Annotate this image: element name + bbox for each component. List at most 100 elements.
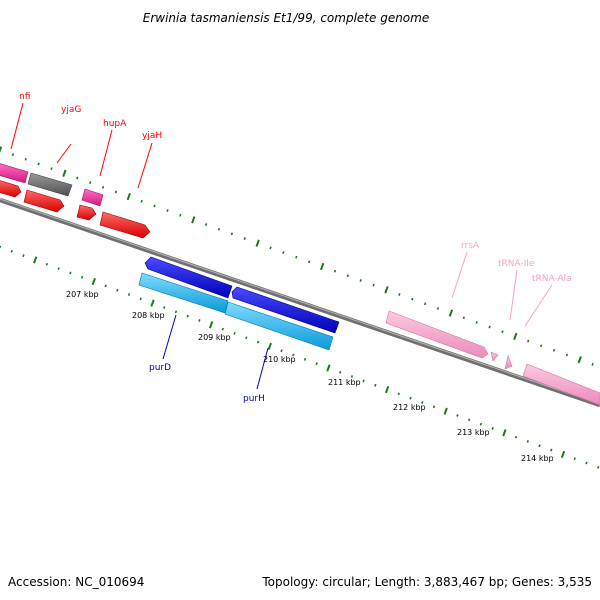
major-tick [448,309,454,317]
minor-tick [501,330,504,334]
minor-tick [243,237,246,240]
minor-tick [350,375,354,378]
minor-tick [468,418,471,422]
minor-tick [57,267,60,271]
genome-summary-text: Topology: circular; Length: 3,883,467 bp… [261,575,592,589]
minor-tick [527,339,530,343]
minor-tick [174,310,178,314]
minor-tick [153,204,156,208]
major-tick [577,356,582,364]
leader-purD [162,314,177,360]
leader-rrsA [451,251,468,299]
minor-tick [179,213,182,217]
scale-label: 213 kbp [457,428,490,437]
major-tick [150,299,155,307]
minor-tick [50,167,53,171]
minor-tick [76,176,79,180]
minor-tick [421,401,424,404]
label-purH: purH [243,394,265,404]
minor-tick [69,271,72,275]
minor-tick [346,274,350,278]
minor-tick [269,246,272,250]
label-tRNA-Ile: tRNA-Ile [498,259,535,269]
minor-tick [315,362,318,366]
minor-tick [432,405,436,409]
gene-blue-1 [144,256,233,299]
scale-label: 208 kbp [132,311,165,320]
minor-tick [230,232,234,236]
major-tick [384,286,389,294]
leader-nfi [10,102,24,150]
scale-label: 214 kbp [521,454,554,463]
minor-tick [398,293,401,296]
scale-label: 211 kbp [328,378,361,387]
outer-tick-row [0,146,594,366]
minor-tick [166,209,169,212]
minor-tick [140,199,143,203]
minor-tick [333,269,337,273]
major-tick [33,256,38,264]
minor-tick [104,284,107,288]
minor-tick [591,362,594,366]
minor-tick [303,357,307,361]
minor-tick [409,396,412,400]
minor-tick [295,255,298,259]
major-tick [267,342,272,351]
minor-tick [308,260,311,264]
leader-purH [256,347,269,390]
forward-strand-genes [0,163,600,406]
major-tick [62,169,67,177]
minor-tick [10,249,13,253]
major-tick [255,239,260,247]
minor-tick [397,392,400,396]
gene-yjaH [99,211,151,239]
gene-nfi [0,163,29,184]
minor-tick [280,349,283,353]
minor-tick [456,414,459,417]
minor-tick [411,297,414,301]
minor-tick [139,297,142,301]
minor-tick [462,316,465,320]
gene-labels: nfi yjaG hupA yjaH purD purH rrsA tRNA-I… [19,92,572,404]
minor-tick [45,262,49,266]
gene-red-1 [0,180,22,198]
label-yjaH: yjaH [142,131,162,141]
label-rrsA: rrsA [461,241,480,251]
leader-tRNA-Ala [524,284,553,327]
minor-tick [550,448,553,452]
major-tick [326,364,331,372]
scale-labels: 207 kbp 208 kbp 209 kbp 210 kbp 211 kbp … [66,290,554,463]
label-purD: purD [149,363,171,373]
major-tick [191,216,196,224]
minor-tick [359,279,362,282]
gene-yjaG [27,172,73,197]
minor-tick [11,153,15,157]
gene-tRNA-Ala [504,354,513,370]
minor-tick [488,325,491,329]
minor-tick [526,440,529,443]
minor-tick [256,340,260,344]
gene-rrsA [385,310,489,359]
label-tRNA-Ala: tRNA-Ala [532,274,572,284]
major-tick [560,450,566,459]
minor-tick [217,227,221,231]
leader-tRNA-Ile [509,269,518,321]
minor-tick [186,314,189,318]
scale-label: 210 kbp [263,355,296,364]
major-tick [513,332,518,341]
minor-tick [282,251,285,254]
minor-tick [514,435,518,439]
label-leader-lines [10,102,553,390]
major-tick [208,321,214,329]
minor-tick [585,461,588,465]
gene-purH [224,301,334,351]
gene-red-3 [76,204,97,221]
minor-tick [597,465,600,469]
accession-text: Accession: NC_010694 [8,575,144,589]
minor-tick [116,288,119,292]
minor-tick [89,181,92,184]
major-tick [0,146,3,153]
minor-tick [362,379,365,383]
minor-tick [573,457,576,461]
